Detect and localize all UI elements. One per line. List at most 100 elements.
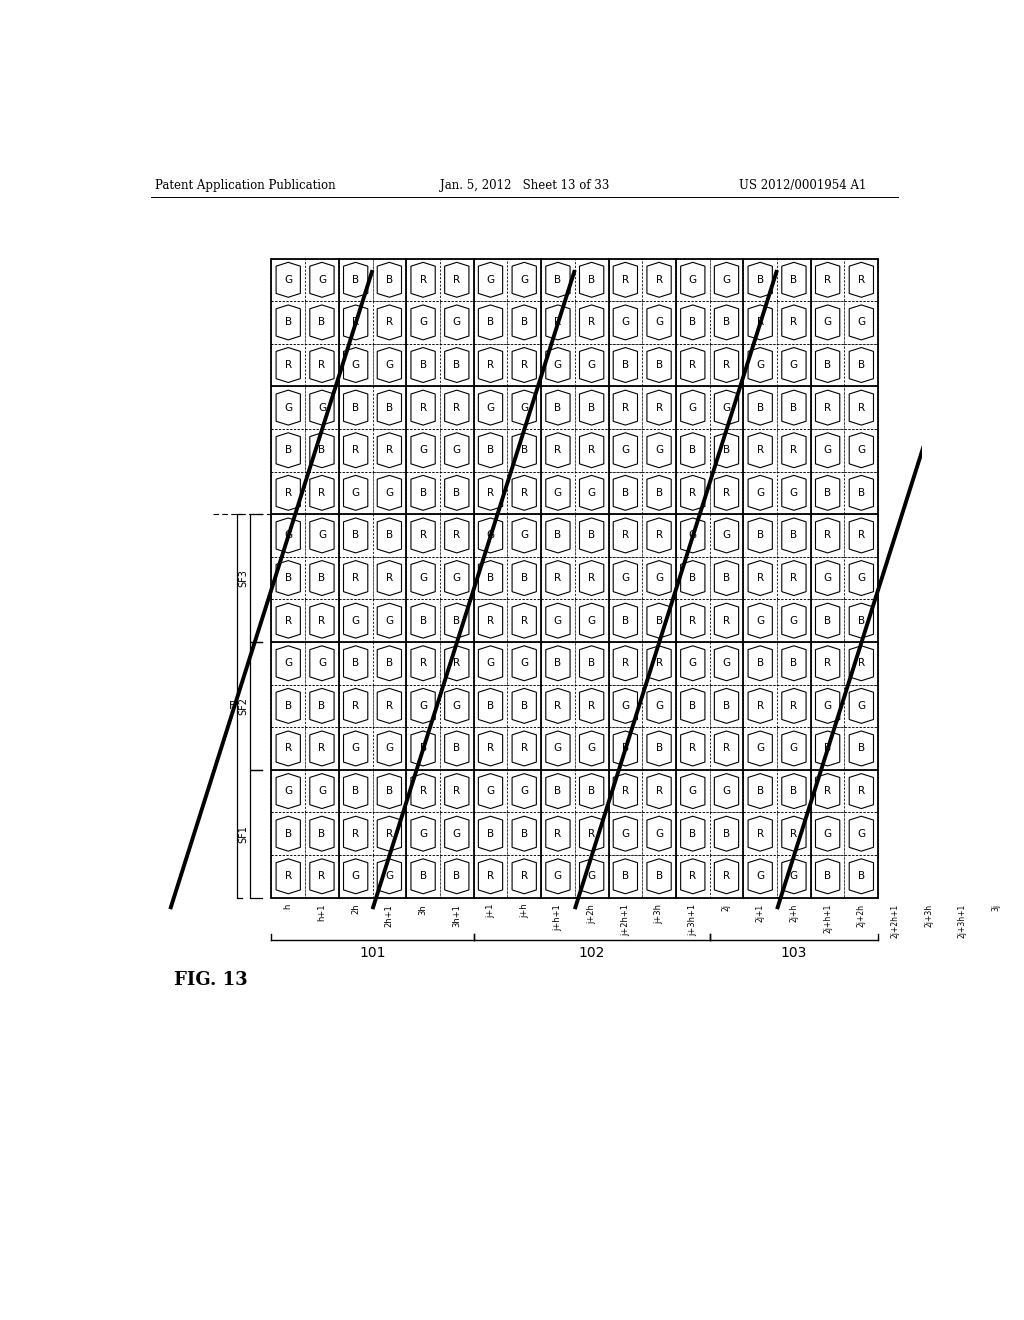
Text: B: B — [520, 445, 527, 455]
Text: R: R — [520, 488, 527, 498]
Text: B: B — [622, 743, 629, 754]
Text: G: G — [351, 871, 359, 882]
Text: G: G — [722, 659, 730, 668]
Text: R: R — [791, 829, 798, 838]
Text: G: G — [351, 615, 359, 626]
Text: G: G — [520, 787, 528, 796]
Text: R: R — [386, 317, 393, 327]
Text: G: G — [823, 445, 831, 455]
Text: G: G — [722, 275, 730, 285]
Text: B: B — [454, 743, 461, 754]
Text: B: B — [454, 871, 461, 882]
Text: h+1: h+1 — [317, 904, 327, 921]
Text: R: R — [622, 531, 629, 540]
Text: B: B — [723, 317, 730, 327]
Text: G: G — [588, 360, 596, 370]
Text: B: B — [622, 615, 629, 626]
Text: G: G — [756, 615, 764, 626]
Text: B: B — [791, 531, 798, 540]
Text: B: B — [386, 531, 393, 540]
Text: R: R — [655, 659, 663, 668]
Text: G: G — [655, 317, 664, 327]
Text: R: R — [554, 573, 561, 583]
Text: G: G — [622, 701, 630, 711]
Text: R: R — [723, 743, 730, 754]
Text: B: B — [858, 360, 865, 370]
Text: G: G — [790, 743, 798, 754]
Text: R: R — [420, 659, 427, 668]
Text: 3h+1: 3h+1 — [453, 904, 461, 927]
Text: G: G — [554, 743, 562, 754]
Text: 3h: 3h — [419, 904, 428, 915]
Text: G: G — [486, 275, 495, 285]
Text: G: G — [689, 787, 697, 796]
Text: G: G — [317, 659, 326, 668]
Text: R: R — [757, 317, 764, 327]
Text: R: R — [285, 615, 292, 626]
Text: R: R — [757, 573, 764, 583]
Text: 2h: 2h — [351, 904, 360, 915]
Text: h: h — [284, 904, 293, 909]
Text: G: G — [453, 317, 461, 327]
Text: B: B — [318, 701, 326, 711]
Text: R: R — [858, 275, 865, 285]
Text: G: G — [622, 317, 630, 327]
Text: R: R — [791, 317, 798, 327]
Text: G: G — [453, 701, 461, 711]
Text: B: B — [487, 829, 494, 838]
Text: B: B — [386, 403, 393, 413]
Text: B: B — [554, 275, 561, 285]
Text: j+2h: j+2h — [587, 904, 596, 924]
Text: G: G — [857, 701, 865, 711]
Text: B: B — [386, 275, 393, 285]
Text: G: G — [588, 871, 596, 882]
Text: G: G — [419, 317, 427, 327]
Text: SF2: SF2 — [239, 697, 248, 715]
Text: B: B — [791, 275, 798, 285]
Text: R: R — [520, 615, 527, 626]
Text: G: G — [385, 871, 393, 882]
Text: R: R — [757, 701, 764, 711]
Text: G: G — [655, 701, 664, 711]
Text: R: R — [824, 787, 831, 796]
Text: G: G — [622, 829, 630, 838]
Text: j+h+1: j+h+1 — [553, 904, 562, 931]
Text: B: B — [655, 615, 663, 626]
Text: B: B — [454, 615, 461, 626]
Text: G: G — [857, 573, 865, 583]
Text: B: B — [757, 531, 764, 540]
Text: G: G — [857, 317, 865, 327]
Text: j+1: j+1 — [486, 904, 495, 919]
Text: R: R — [689, 871, 696, 882]
Text: B: B — [318, 573, 326, 583]
Text: G: G — [588, 743, 596, 754]
Text: G: G — [317, 787, 326, 796]
Text: B: B — [655, 871, 663, 882]
Text: G: G — [823, 701, 831, 711]
Text: R: R — [622, 787, 629, 796]
Text: G: G — [689, 531, 697, 540]
Text: R: R — [318, 488, 326, 498]
Text: G: G — [419, 573, 427, 583]
Text: G: G — [790, 871, 798, 882]
Text: FIG. 13: FIG. 13 — [174, 970, 248, 989]
Text: B: B — [386, 787, 393, 796]
Text: 101: 101 — [359, 946, 386, 960]
Text: R: R — [791, 701, 798, 711]
Text: B: B — [757, 659, 764, 668]
Text: R: R — [554, 701, 561, 711]
Text: G: G — [453, 573, 461, 583]
Text: R: R — [655, 787, 663, 796]
Text: B: B — [824, 360, 831, 370]
Text: B: B — [858, 871, 865, 882]
Text: R: R — [420, 275, 427, 285]
Text: 2j: 2j — [722, 904, 731, 911]
Text: B: B — [791, 403, 798, 413]
Text: G: G — [790, 360, 798, 370]
Text: B: B — [655, 743, 663, 754]
Text: B: B — [588, 787, 595, 796]
Text: B: B — [824, 488, 831, 498]
Text: B: B — [318, 829, 326, 838]
Text: 103: 103 — [780, 946, 807, 960]
Text: G: G — [823, 317, 831, 327]
